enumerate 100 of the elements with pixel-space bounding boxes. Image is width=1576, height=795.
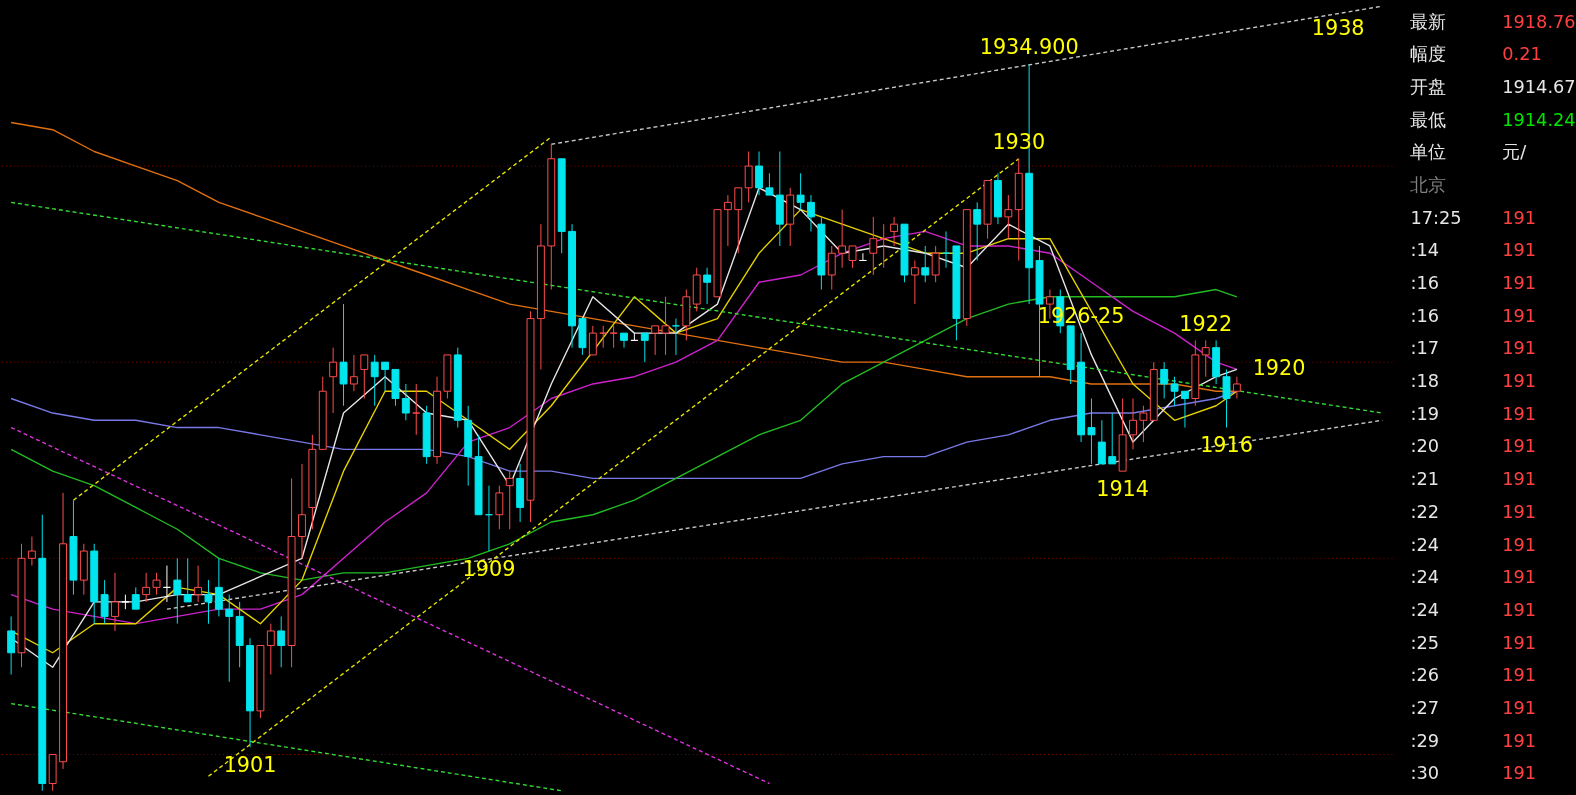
text: 191 (1502, 501, 1537, 522)
candlestick (183, 557, 192, 603)
candlestick (370, 354, 379, 407)
candlestick (1170, 376, 1179, 407)
text: :14 (1410, 240, 1440, 261)
candlestick (1139, 405, 1148, 443)
text: :27 (1410, 697, 1440, 718)
candlestick (807, 194, 815, 232)
candlestick (204, 579, 213, 625)
text: :24 (1410, 599, 1440, 620)
text: 191 (1502, 305, 1537, 326)
candlestick (1097, 419, 1106, 465)
candlestick (931, 245, 940, 283)
candlestick (755, 151, 763, 196)
text: 1934.900 (979, 35, 1079, 60)
candlestick (214, 557, 223, 617)
text: 191 (1502, 632, 1537, 653)
candlestick (703, 267, 712, 305)
text: 191 (1502, 338, 1537, 359)
candlestick (609, 325, 618, 349)
text: :29 (1410, 730, 1440, 751)
candlestick (1129, 398, 1137, 450)
candlestick (765, 172, 774, 196)
candlestick (827, 245, 836, 291)
text: 北京 (1410, 174, 1447, 195)
text: 1916 (1200, 433, 1253, 458)
text: 191 (1502, 697, 1537, 718)
text: 1909 (462, 556, 516, 581)
candlestick (173, 557, 182, 625)
text: 最新 (1410, 11, 1447, 32)
text: :19 (1410, 403, 1440, 424)
text: 0.21 (1502, 44, 1542, 65)
candlestick (890, 216, 899, 247)
text: :24 (1410, 567, 1440, 588)
candlestick (349, 354, 358, 392)
candlestick (723, 194, 732, 247)
candlestick (381, 361, 390, 392)
text: 1920 (1252, 355, 1306, 380)
candlestick (131, 586, 140, 610)
text: 191 (1502, 469, 1537, 490)
candlestick (1180, 390, 1189, 429)
text: :26 (1410, 665, 1440, 686)
text: 191 (1502, 599, 1537, 620)
candlestick (505, 470, 514, 530)
candlestick (266, 623, 275, 676)
candlestick (1222, 368, 1231, 429)
text: 191 (1502, 730, 1537, 751)
text: 191 (1502, 240, 1537, 261)
candlestick (111, 572, 119, 632)
candlestick (298, 463, 306, 559)
candlestick (1004, 194, 1013, 240)
candlestick (27, 536, 36, 567)
text: :24 (1410, 534, 1440, 555)
candlestick (640, 332, 649, 363)
text: 1901 (223, 752, 277, 777)
candlestick (401, 383, 410, 421)
text: 191 (1502, 763, 1537, 784)
text: 开盘 (1410, 76, 1447, 97)
text: :25 (1410, 632, 1440, 653)
text: 最低 (1410, 109, 1447, 130)
candlestick (142, 572, 151, 603)
candlestick (100, 579, 109, 625)
text: 1914 (1096, 476, 1149, 501)
candlestick (734, 187, 743, 254)
text: 191 (1502, 371, 1537, 392)
candlestick (973, 201, 982, 261)
text: :16 (1410, 273, 1440, 294)
text: :22 (1410, 501, 1440, 522)
candlestick (339, 303, 348, 407)
text: 191 (1502, 436, 1537, 457)
candlestick (869, 216, 878, 276)
candlestick (620, 332, 628, 349)
text: 191 (1502, 273, 1537, 294)
text: 191 (1502, 403, 1537, 424)
text: 191 (1502, 207, 1537, 228)
candlestick (661, 296, 670, 356)
candlestick (599, 325, 608, 349)
candlestick (848, 245, 857, 269)
candlestick (838, 209, 847, 269)
candlestick (1201, 339, 1210, 378)
text: 元/ (1502, 142, 1527, 163)
text: :16 (1410, 305, 1440, 326)
candlestick (1108, 412, 1117, 465)
candlestick (651, 325, 660, 356)
candlestick (671, 318, 680, 356)
candlestick (360, 354, 369, 399)
text: :21 (1410, 469, 1440, 490)
candlestick (1232, 376, 1241, 399)
candlestick (412, 383, 421, 436)
candlestick (1087, 398, 1096, 465)
candlestick (1160, 361, 1169, 399)
text: :30 (1410, 763, 1440, 784)
text: 191 (1502, 665, 1537, 686)
text: 1914.67 (1502, 76, 1576, 97)
candlestick (329, 347, 338, 414)
candlestick (495, 485, 504, 530)
candlestick (152, 572, 161, 596)
text: 191 (1502, 534, 1537, 555)
text: 17:25 (1410, 207, 1462, 228)
text: :17 (1410, 338, 1440, 359)
